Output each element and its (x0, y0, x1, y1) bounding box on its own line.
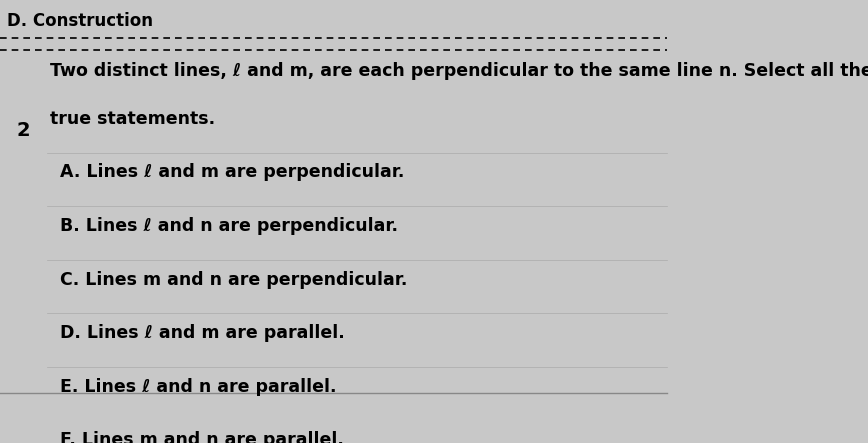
Text: B. Lines ℓ and n are perpendicular.: B. Lines ℓ and n are perpendicular. (60, 217, 398, 235)
Text: D. Construction: D. Construction (7, 12, 153, 30)
Text: 2: 2 (16, 121, 30, 140)
Text: D. Lines ℓ and m are parallel.: D. Lines ℓ and m are parallel. (60, 324, 345, 342)
Text: true statements.: true statements. (50, 110, 215, 128)
Text: C. Lines m and n are perpendicular.: C. Lines m and n are perpendicular. (60, 271, 407, 288)
Text: Two distinct lines, ℓ and m, are each perpendicular to the same line n. Select a: Two distinct lines, ℓ and m, are each pe… (50, 62, 868, 80)
Text: F. Lines m and n are parallel.: F. Lines m and n are parallel. (60, 431, 344, 443)
Text: E. Lines ℓ and n are parallel.: E. Lines ℓ and n are parallel. (60, 377, 337, 396)
Text: A. Lines ℓ and m are perpendicular.: A. Lines ℓ and m are perpendicular. (60, 163, 404, 182)
